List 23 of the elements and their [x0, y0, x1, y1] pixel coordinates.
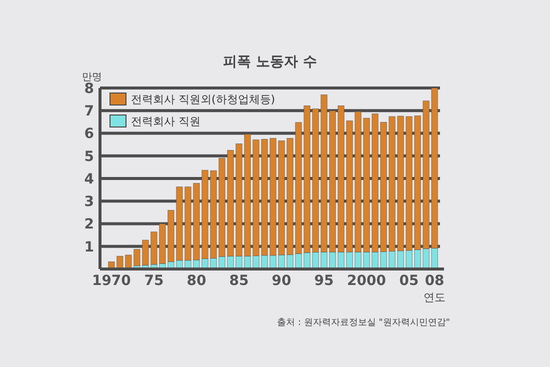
source-note: 출처 : 원자력자료정보실 "원자력시민연감" [277, 318, 450, 328]
x-tick-label: 95 [314, 273, 334, 289]
y-tick-label: 7 [84, 104, 94, 120]
legend-label: 전력회사 직원 [131, 114, 200, 128]
y-tick-label: 1 [84, 239, 94, 256]
x-tick-label: 2000 [347, 273, 386, 289]
y-tick-label: 8 [84, 80, 94, 97]
x-tick-label: 90 [272, 273, 292, 289]
x-tick-label: 1970 [92, 273, 132, 289]
x-tick-label: 75 [144, 273, 164, 289]
x-tick-label: 85 [229, 273, 249, 289]
x-tick-label: 80 [186, 273, 206, 289]
x-axis-title: 연도 [424, 291, 446, 304]
x-tick-label: 08 [424, 273, 444, 289]
legend-label: 전력회사 직원외(하청업체등) [131, 92, 276, 106]
x-tick-label: 05 [399, 273, 419, 289]
y-tick-label: 3 [84, 194, 94, 210]
y-tick-label: 4 [84, 171, 94, 188]
chart-title: 피폭 노동자 수 [223, 54, 317, 70]
y-tick-label: 5 [84, 148, 94, 165]
y-axis-title: 만명 [82, 72, 102, 83]
y-tick-label: 6 [84, 126, 94, 142]
y-tick-label: 2 [84, 216, 94, 233]
